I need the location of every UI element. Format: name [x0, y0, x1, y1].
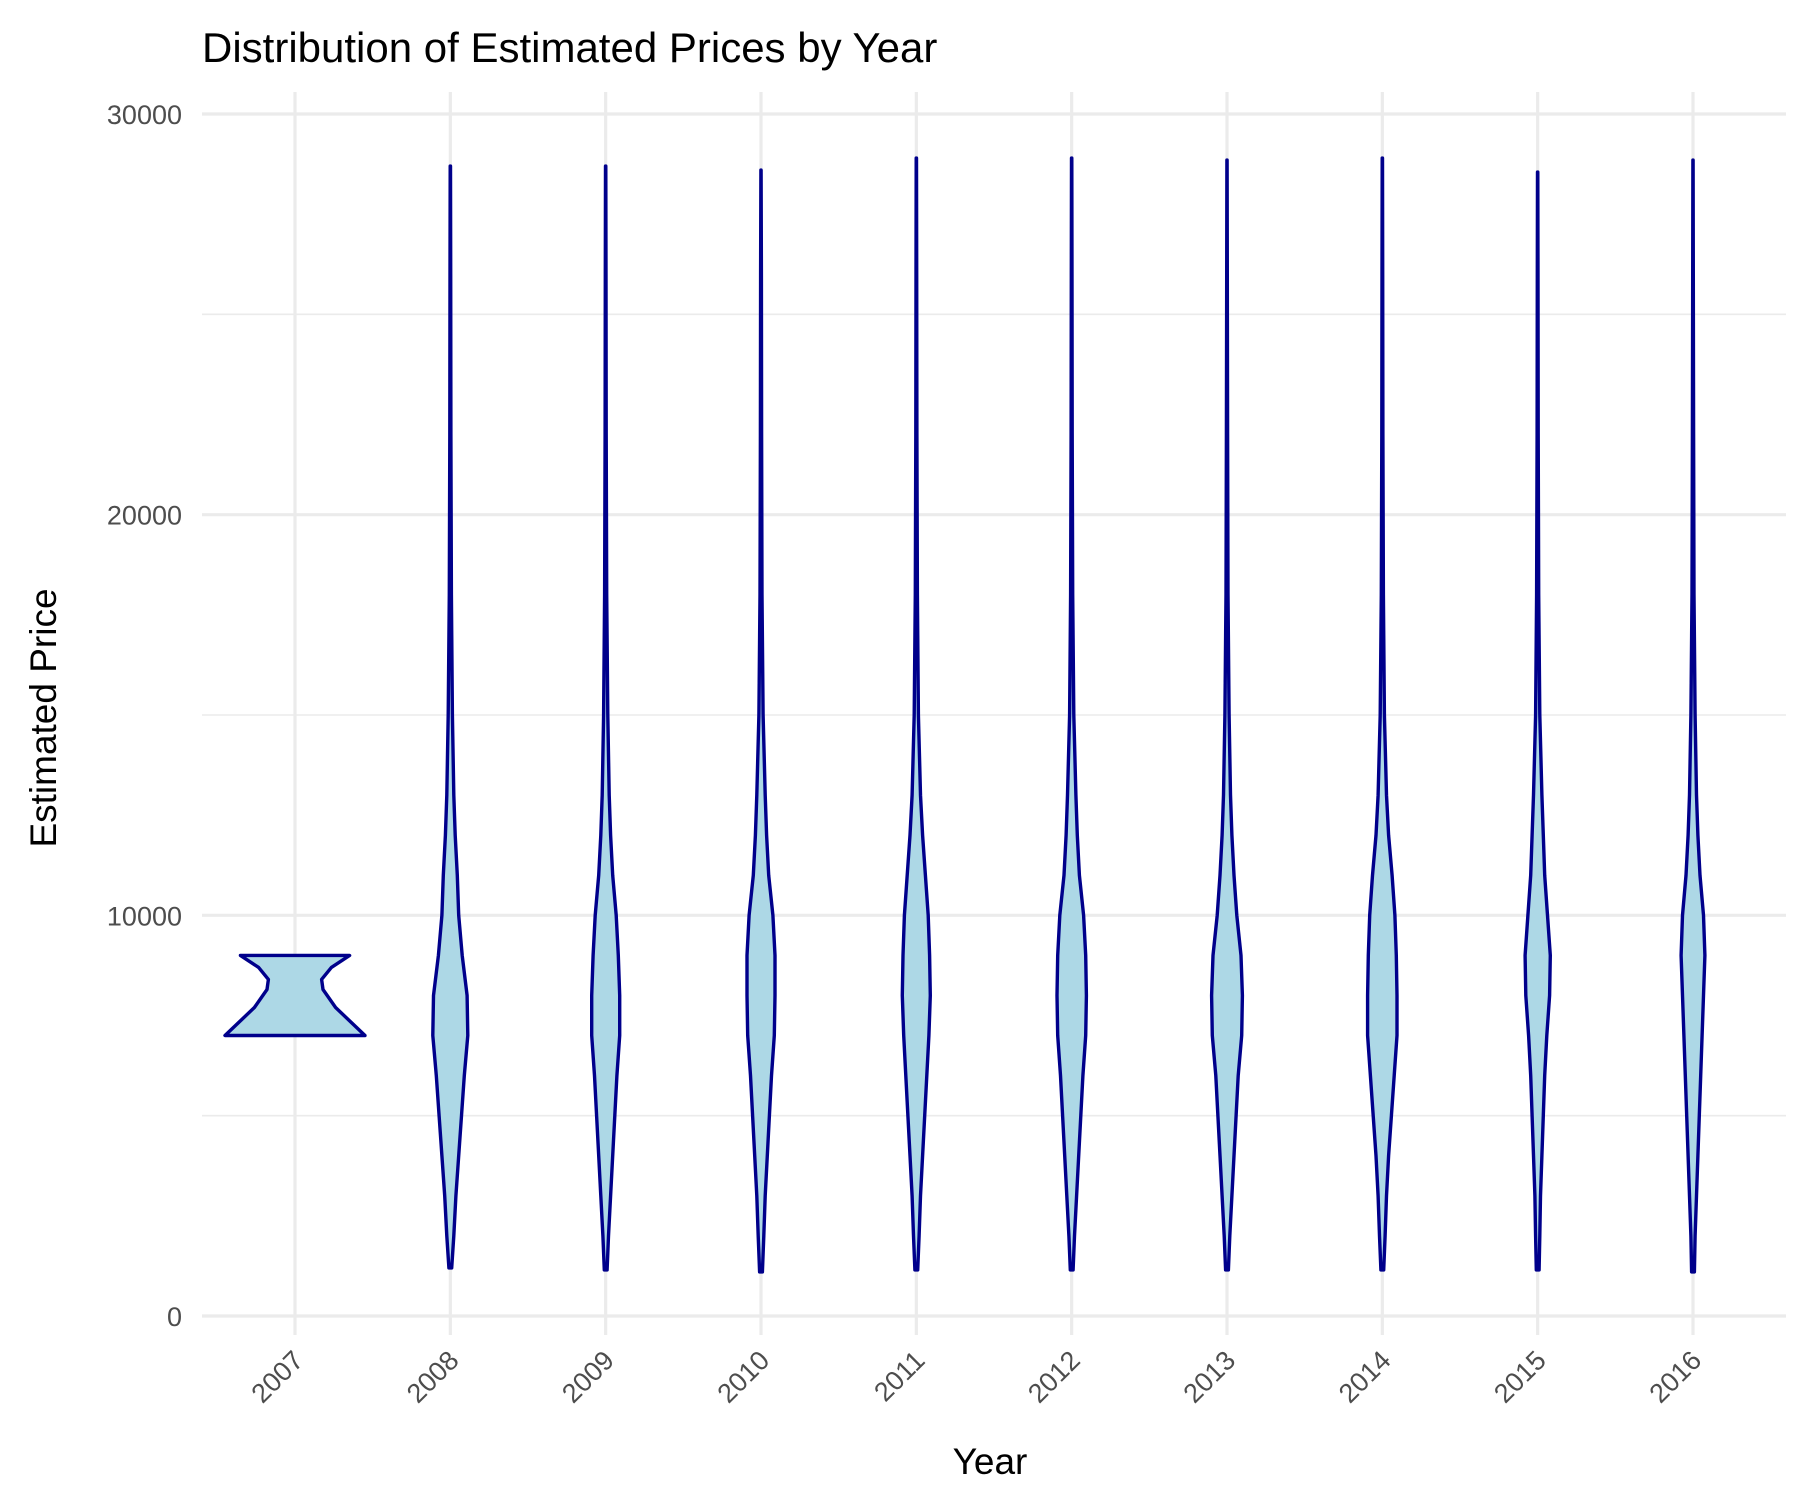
y-tick-label: 30000 — [107, 100, 182, 130]
x-tick-label: 2013 — [1178, 1345, 1242, 1409]
violin-2008 — [431, 164, 470, 1270]
y-tick-label: 20000 — [107, 501, 182, 531]
x-tick-label: 2014 — [1333, 1345, 1397, 1409]
x-tick-label: 2011 — [868, 1345, 930, 1407]
violin-2007 — [223, 953, 367, 1038]
x-tick-label: 2007 — [246, 1345, 310, 1409]
y-axis-title: Estimated Price — [23, 588, 64, 847]
x-tick-label: 2009 — [556, 1345, 620, 1409]
violin-2012 — [1055, 156, 1089, 1272]
x-tick-label: 2010 — [712, 1345, 776, 1409]
violin-2014 — [1365, 156, 1399, 1272]
x-axis-ticks: 2007 2008 2009 2010 2011 2012 2013 2014 2015 2016 — [246, 1345, 1708, 1409]
violin-2009 — [590, 164, 622, 1272]
x-tick-label: 2015 — [1488, 1345, 1552, 1409]
x-tick-label: 2012 — [1022, 1345, 1086, 1409]
violin-2010 — [745, 168, 777, 1274]
violin-2015 — [1523, 170, 1552, 1272]
y-tick-label: 10000 — [107, 901, 182, 931]
violin-layer — [223, 156, 1707, 1274]
violin-2011 — [900, 156, 932, 1272]
y-tick-label: 0 — [167, 1302, 182, 1332]
chart-title: Distribution of Estimated Prices by Year — [202, 24, 937, 71]
x-tick-label: 2016 — [1644, 1345, 1708, 1409]
x-axis-title: Year — [953, 1441, 1028, 1482]
violin-2013 — [1209, 158, 1245, 1272]
grid-layer — [202, 92, 1786, 1335]
y-axis-ticks: 0 10000 20000 30000 — [107, 100, 182, 1332]
violin-2016 — [1679, 158, 1707, 1274]
x-tick-label: 2008 — [401, 1345, 465, 1409]
